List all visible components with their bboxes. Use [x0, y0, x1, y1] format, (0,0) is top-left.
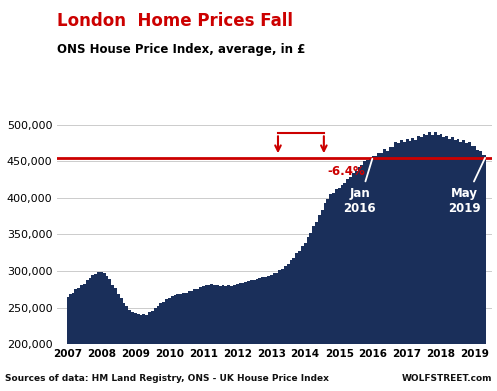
- Text: WOLFSTREET.com: WOLFSTREET.com: [402, 374, 492, 383]
- Text: Jan
2016: Jan 2016: [343, 159, 376, 215]
- Text: ONS House Price Index, average, in £: ONS House Price Index, average, in £: [57, 43, 306, 56]
- Text: Sources of data: HM Land Registry, ONS - UK House Price Index: Sources of data: HM Land Registry, ONS -…: [5, 374, 329, 383]
- Text: May
2019: May 2019: [448, 158, 485, 215]
- Text: -6.4%: -6.4%: [327, 165, 365, 178]
- Text: London  Home Prices Fall: London Home Prices Fall: [57, 12, 293, 30]
